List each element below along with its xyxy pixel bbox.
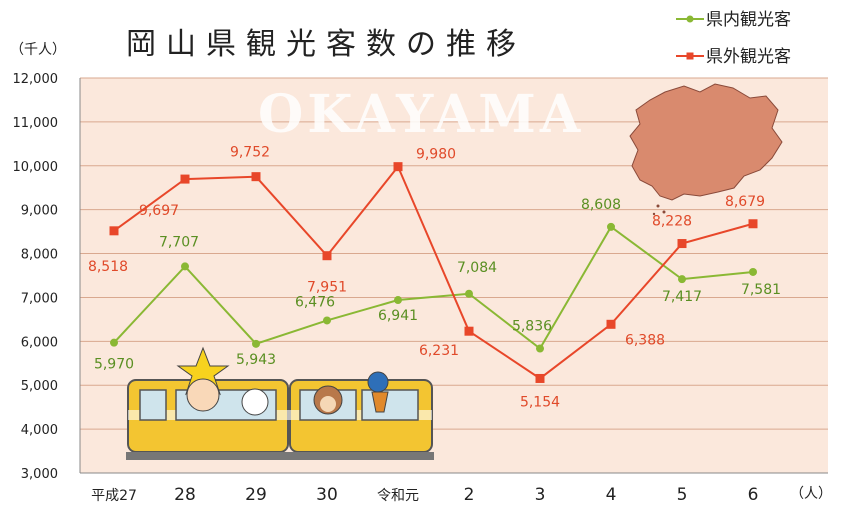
data-point (678, 275, 686, 284)
data-label: 9,980 (416, 147, 456, 163)
data-label: 7,417 (662, 289, 702, 305)
data-label: 6,941 (378, 308, 418, 324)
data-point (606, 319, 616, 329)
data-label: 5,836 (512, 319, 552, 335)
data-point (109, 226, 119, 236)
x-tick-label: 平成27 (91, 488, 137, 504)
okayama-map-icon (629, 83, 783, 201)
data-label: 9,697 (139, 203, 179, 219)
data-label: 5,943 (236, 352, 276, 368)
island-dot-icon (656, 204, 660, 208)
watermark-text: OKAYAMA (258, 84, 584, 145)
data-label: 9,752 (230, 145, 270, 161)
data-point (749, 267, 757, 276)
x-tick-label: 令和元 (377, 488, 419, 504)
data-point (323, 316, 331, 325)
data-point (748, 219, 758, 229)
chart-title: 岡山県観光客数の推移 (126, 27, 526, 62)
series-line-in (113, 225, 754, 351)
series-line-out (113, 164, 754, 380)
data-label: 8,679 (725, 194, 765, 210)
data-point (251, 172, 261, 182)
legend-marker-out (686, 52, 694, 60)
y-tick-label: 9,000 (21, 204, 58, 219)
y-tick-label: 6,000 (21, 335, 58, 350)
y-tick-label: 4,000 (21, 423, 58, 438)
x-tick-label: 6 (748, 485, 759, 505)
data-point (322, 251, 332, 261)
x-tick-label: 4 (606, 485, 617, 505)
data-point (252, 339, 260, 348)
data-label: 7,581 (741, 282, 781, 298)
data-label: 6,231 (419, 343, 459, 359)
data-point (677, 239, 687, 249)
y-tick-label: 5,000 (21, 379, 58, 394)
y-axis-unit: （千人） (10, 42, 66, 58)
island-dot-icon (662, 210, 666, 214)
island-dot-icon (652, 212, 656, 216)
data-point (181, 262, 189, 271)
y-tick-label: 12,000 (13, 72, 59, 87)
data-label: 8,518 (88, 259, 128, 275)
x-tick-label: 3 (535, 485, 546, 505)
y-tick-label: 3,000 (21, 467, 58, 482)
x-tick-label: 5 (677, 485, 688, 505)
y-tick-label: 11,000 (13, 116, 59, 131)
data-label: 6,476 (295, 294, 335, 310)
legend-label-out: 県外観光客 (706, 47, 791, 67)
tram-illustration-icon (126, 346, 434, 460)
x-axis: 平成27 28 29 30 令和元 2 3 4 5 6 (91, 485, 758, 505)
legend: 県内観光客 県外観光客 (676, 10, 791, 67)
legend-marker-in (686, 15, 694, 23)
series-layer: 5,970 7,707 5,943 6,476 6,941 7,084 5,836 8,608… (88, 145, 781, 411)
legend-label-in: 県内観光客 (706, 10, 791, 30)
data-point (607, 222, 615, 231)
data-point (180, 174, 190, 184)
x-tick-label: 28 (174, 485, 196, 505)
y-tick-label: 7,000 (21, 291, 58, 306)
data-point (464, 326, 474, 336)
data-label: 6,388 (625, 332, 665, 348)
x-tick-label: 29 (245, 485, 267, 505)
x-axis-unit: （人） (790, 486, 832, 502)
data-label: 7,951 (307, 280, 347, 296)
data-point (465, 289, 473, 298)
data-label: 8,608 (581, 197, 621, 213)
y-tick-label: 8,000 (21, 248, 58, 263)
data-label: 8,228 (652, 214, 692, 230)
data-point (535, 373, 545, 383)
data-label: 7,084 (457, 260, 497, 276)
data-point (536, 344, 544, 353)
data-label: 7,707 (159, 234, 199, 250)
data-label: 5,970 (94, 357, 134, 373)
y-tick-label: 10,000 (13, 160, 59, 175)
data-label: 5,154 (520, 394, 560, 410)
x-tick-label: 2 (464, 485, 475, 505)
y-axis: 3,000 4,000 5,000 6,000 7,000 8,000 9,000 10,00… (13, 72, 828, 482)
x-tick-label: 30 (316, 485, 338, 505)
data-point (110, 338, 118, 347)
data-point (394, 296, 402, 305)
data-point (393, 162, 403, 172)
